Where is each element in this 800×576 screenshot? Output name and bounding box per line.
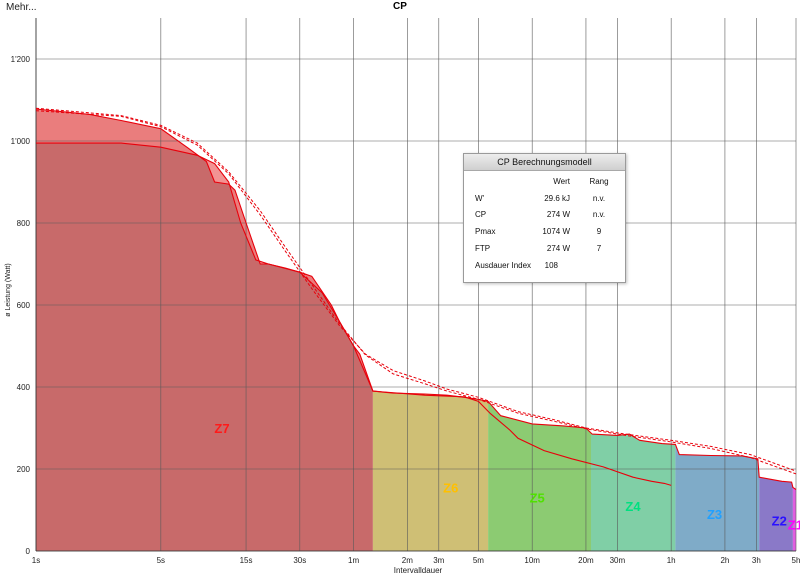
row-rank: n.v. xyxy=(592,210,606,219)
x-tick-label: 1s xyxy=(32,556,40,565)
panel-row: CP 274 W n.v. xyxy=(464,210,625,224)
row-value: 274 W xyxy=(546,210,570,219)
row-rank: 7 xyxy=(596,244,602,253)
row-value: 29.6 kJ xyxy=(544,194,570,203)
zone-area-z4 xyxy=(591,433,676,551)
zone-area-z5 xyxy=(488,401,591,551)
best-curve-fill xyxy=(36,109,373,392)
x-tick-label: 20m xyxy=(578,556,594,565)
sprint-highlight-area xyxy=(36,109,373,392)
zone-area-z3 xyxy=(675,444,760,551)
y-tick-label: 400 xyxy=(17,383,31,392)
x-tick-label: 10m xyxy=(524,556,540,565)
panel-row: W' 29.6 kJ n.v. xyxy=(464,194,625,208)
x-tick-label: 1h xyxy=(667,556,676,565)
zone-area-z1 xyxy=(792,487,796,551)
curve-model2 xyxy=(35,107,797,475)
x-tick-label: 1m xyxy=(348,556,359,565)
x-tick-label: 3h xyxy=(752,556,761,565)
x-axis-label: Intervalldauer xyxy=(394,566,443,575)
zone-label-z5: Z5 xyxy=(530,491,545,506)
row-value: 108 xyxy=(544,261,558,270)
zone-label-z4: Z4 xyxy=(625,499,641,514)
row-label: W' xyxy=(475,194,485,203)
x-tick-label: 15s xyxy=(240,556,253,565)
col-rank-header: Rang xyxy=(589,177,609,186)
panel-row: FTP 274 W 7 xyxy=(464,244,625,258)
x-tick-label: 30m xyxy=(610,556,626,565)
chart-title: CP xyxy=(393,1,407,12)
row-label: Ausdauer Index xyxy=(475,261,532,270)
curve-model xyxy=(35,110,797,472)
row-value: 274 W xyxy=(546,244,570,253)
x-tick-label: 5s xyxy=(157,556,165,565)
more-menu[interactable]: Mehr... xyxy=(6,2,37,13)
y-tick-label: 0 xyxy=(26,547,31,556)
row-value: 1074 W xyxy=(542,227,570,236)
y-axis-label: ø Leistung (Watt) xyxy=(5,263,12,316)
zone-areas xyxy=(36,109,796,551)
panel-title: CP Berechnungsmodell xyxy=(464,154,625,171)
panel-row: Pmax 1074 W 9 xyxy=(464,227,625,241)
row-rank: n.v. xyxy=(592,194,606,203)
x-tick-label: 3m xyxy=(433,556,444,565)
zone-labels: Z7 Z6 Z5 Z4 Z3 Z2 Z1 xyxy=(214,421,800,532)
axes: 1s 5s 15s 30s 1m 2m 3m 5m 10m 20m 30m 1h 2h 3h 5h 0 200 4… xyxy=(11,18,800,565)
row-label: CP xyxy=(475,210,487,219)
y-tick-label: 600 xyxy=(17,301,31,310)
zone-area-z2 xyxy=(759,477,793,551)
panel-header-row: Wert Rang xyxy=(464,177,625,191)
curves xyxy=(35,107,797,490)
col-value-header: Wert xyxy=(553,177,570,186)
x-tick-label: 2h xyxy=(720,556,729,565)
x-tick-label: 2m xyxy=(402,556,413,565)
x-tick-label: 30s xyxy=(293,556,306,565)
zone-label-z7: Z7 xyxy=(214,421,229,436)
row-rank: 9 xyxy=(596,227,602,236)
zone-label-z2: Z2 xyxy=(772,513,787,528)
cp-model-panel: CP Berechnungsmodell Wert Rang W' 29.6 k… xyxy=(463,153,626,283)
curve-current xyxy=(36,142,672,486)
zone-label-z1: Z1 xyxy=(788,517,800,532)
y-tick-label: 1'200 xyxy=(11,55,31,64)
row-label: FTP xyxy=(475,244,491,253)
panel-row: Ausdauer Index 108 xyxy=(464,261,625,275)
zone-label-z6: Z6 xyxy=(443,480,458,495)
y-tick-label: 800 xyxy=(17,219,31,228)
y-tick-label: 1'000 xyxy=(11,137,31,146)
zone-area-z6 xyxy=(372,391,489,551)
grid-lines xyxy=(35,18,797,552)
y-tick-label: 200 xyxy=(17,465,31,474)
zone-area-z7 xyxy=(36,109,373,551)
zone-label-z3: Z3 xyxy=(707,507,722,522)
x-tick-label: 5h xyxy=(792,556,800,565)
row-label: Pmax xyxy=(475,227,496,236)
x-tick-label: 5m xyxy=(473,556,484,565)
